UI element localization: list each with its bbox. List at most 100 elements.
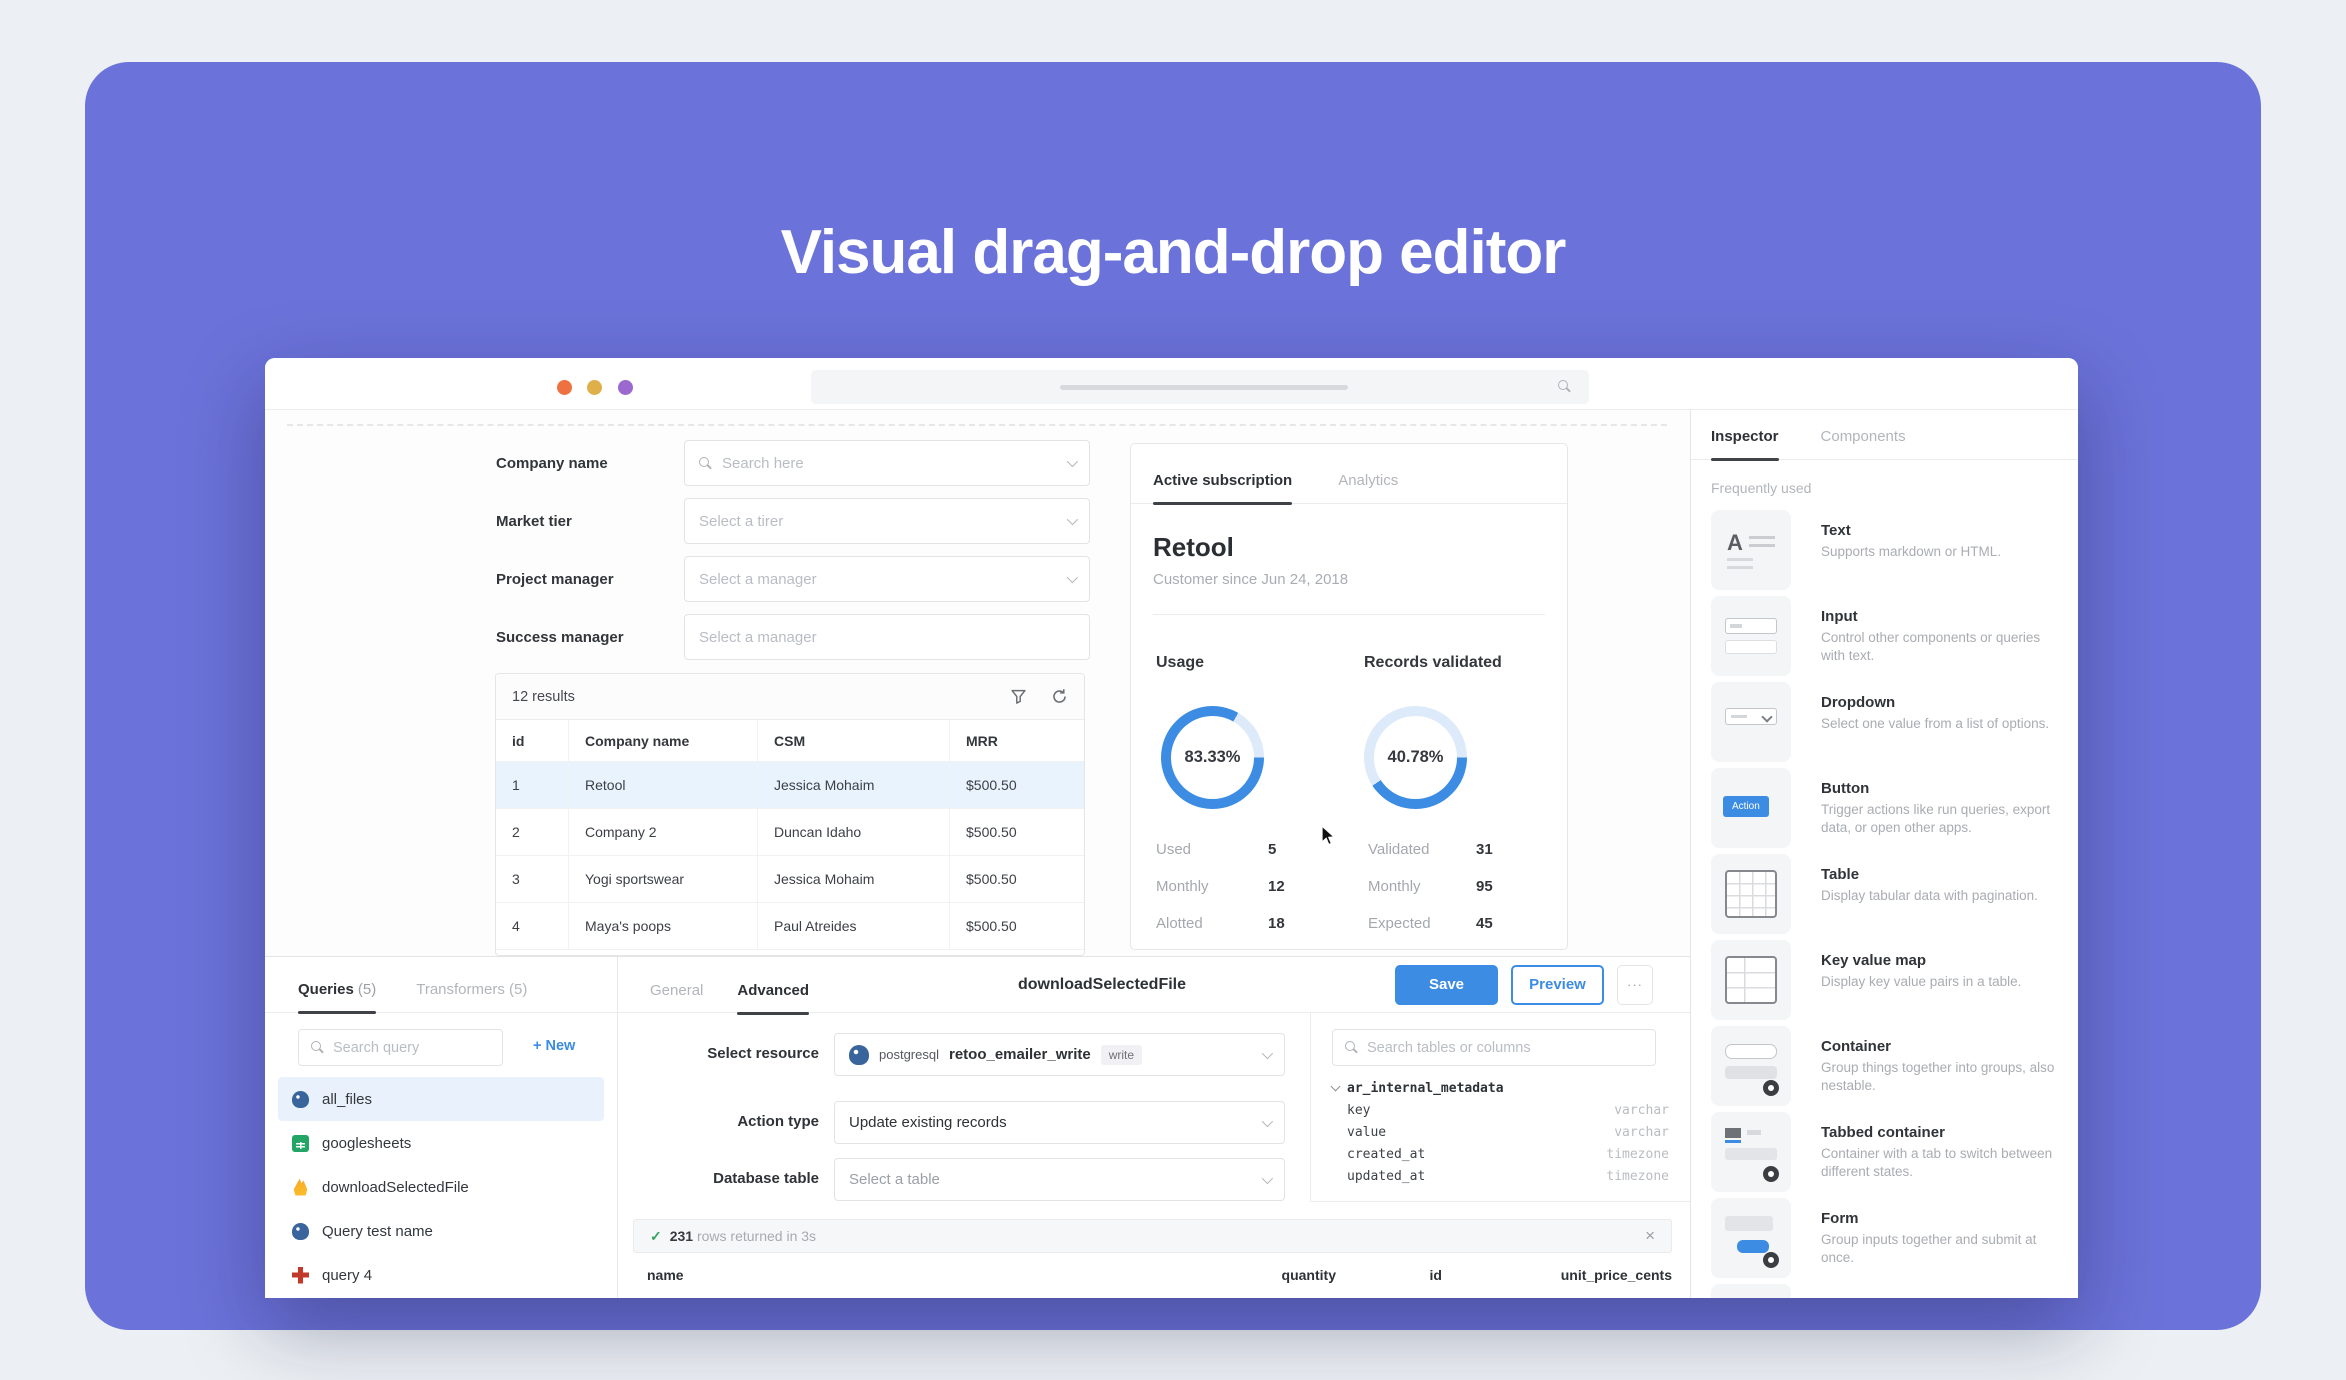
component-name: Table [1821, 866, 1860, 883]
component-list-item[interactable]: Tabbed container Container with a tab to… [1711, 1112, 2064, 1192]
table-row[interactable]: 2 Company 2 Duncan Idaho $500.50 [496, 809, 1084, 856]
component-list-item[interactable]: Text Supports markdown or HTML. [1711, 510, 2064, 590]
query-list-item[interactable]: Query test name [278, 1209, 604, 1253]
field-input[interactable]: Search here [684, 440, 1090, 486]
table-column-header[interactable]: CSM [758, 720, 950, 762]
component-list-item[interactable]: Key value map Display key value pairs in… [1711, 940, 2064, 1020]
field-placeholder: Select a manager [699, 628, 817, 646]
new-query-button[interactable]: + New [533, 1038, 576, 1054]
component-icon [1711, 940, 1791, 1020]
tab-advanced[interactable]: Advanced [737, 963, 809, 1015]
schema-column[interactable]: value varchar [1332, 1121, 1669, 1143]
companies-table: 12 results id Company name CSM MRR [495, 673, 1085, 956]
tab-inspector[interactable]: Inspector [1711, 413, 1779, 461]
schema-table-node[interactable]: ar_internal_metadata [1330, 1077, 1669, 1099]
cell-id: 2 [496, 809, 569, 856]
records-donut-chart: 40.78% [1364, 706, 1467, 809]
database-table-select[interactable]: Select a table [834, 1158, 1285, 1201]
column-type: varchar [1614, 1102, 1669, 1118]
preview-button[interactable]: Preview [1511, 964, 1604, 1005]
component-name: Button [1821, 780, 1870, 797]
tab-analytics[interactable]: Analytics [1338, 472, 1399, 489]
component-list-item[interactable]: Form Group inputs together and submit at… [1711, 1198, 2064, 1278]
editor-tabs: General Advanced [618, 957, 809, 1015]
schema-column[interactable]: created_at timezone [1332, 1143, 1669, 1165]
cell-company: Retool [569, 762, 758, 809]
component-icon [1711, 1284, 1791, 1298]
column-type: varchar [1614, 1124, 1669, 1140]
table-header-row: id Company name CSM MRR [496, 720, 1084, 762]
table-column-header[interactable]: Company name [569, 720, 758, 762]
table-row[interactable]: 4 Maya's poops Paul Atreides $500.50 [496, 903, 1084, 950]
inspector-panel: Inspector Components Frequently used Tex… [1690, 410, 2078, 1298]
chevron-down-icon [1066, 513, 1079, 526]
tab-queries[interactable]: Queries (5) [298, 981, 377, 1014]
table-row[interactable]: 1 Retool Jessica Mohaim $500.50 [496, 762, 1084, 809]
resource-select[interactable]: postgresql retoo_emailer_write write [834, 1033, 1285, 1076]
field-input[interactable]: Select a tirer [684, 498, 1090, 544]
schema-search-input[interactable]: Search tables or columns [1332, 1029, 1656, 1066]
field-input[interactable]: Select a manager [684, 556, 1090, 602]
schema-column[interactable]: updated_at timezone [1332, 1165, 1669, 1187]
customer-card: Active subscription Analytics Retool Cus… [1130, 443, 1568, 950]
window-minimize-button[interactable] [587, 380, 602, 395]
component-description: Control other components or queries with… [1821, 630, 2041, 663]
address-bar[interactable] [811, 370, 1589, 404]
save-button[interactable]: Save [1395, 964, 1498, 1005]
browser-chrome [265, 358, 2078, 410]
query-list-item[interactable]: query 4 [278, 1253, 604, 1297]
stat-value: 95 [1476, 878, 1493, 895]
cell-company: Company 2 [569, 809, 758, 856]
query-name: all_files [322, 1090, 373, 1108]
table-column-header[interactable]: id [496, 720, 569, 762]
component-list-item[interactable]: Action Button Trigger actions like run q… [1711, 768, 2064, 848]
tab-components[interactable]: Components [1820, 428, 1906, 445]
tab-active-subscription[interactable]: Active subscription [1153, 472, 1293, 505]
inspector-tabs: Inspector Components [1691, 410, 2078, 461]
tab-general[interactable]: General [650, 982, 704, 999]
results-column-header[interactable]: quantity [1281, 1267, 1336, 1283]
customer-since: Customer since Jun 24, 2018 [1153, 571, 1349, 588]
results-column-header[interactable]: unit_price_cents [1560, 1267, 1672, 1283]
filter-icon[interactable] [1010, 688, 1027, 705]
query-list-item[interactable]: downloadSelectedFile [278, 1165, 604, 1209]
editor-canvas: Company name Search here Market tier Sel… [265, 410, 1690, 956]
component-list-item[interactable]: Input Control other components or querie… [1711, 596, 2064, 676]
schema-column[interactable]: key varchar [1332, 1099, 1669, 1121]
query-resource-icon [292, 1222, 309, 1240]
component-list-item[interactable]: Dropdown Select one value from a list of… [1711, 682, 2064, 762]
query-panel: Queries (5) Transformers (5) Search query… [265, 956, 1690, 1298]
query-search-input[interactable]: Search query [298, 1029, 503, 1066]
address-placeholder-line [1060, 385, 1348, 390]
column-type: timezone [1606, 1168, 1669, 1184]
more-options-button[interactable]: ··· [1617, 964, 1653, 1005]
table-column-header[interactable]: MRR [950, 720, 1084, 762]
stat-label: Used [1156, 841, 1192, 858]
search-icon [311, 1041, 324, 1054]
query-list-item[interactable]: all_files [278, 1077, 604, 1121]
component-description: Group things together into groups, also … [1821, 1060, 2055, 1093]
component-list-item[interactable]: Table Display tabular data with paginati… [1711, 854, 2064, 934]
filter-form-row: Company name Search here [265, 440, 1090, 486]
action-type-select[interactable]: Update existing records [834, 1101, 1285, 1144]
postgresql-icon [849, 1044, 869, 1065]
table-toolbar: 12 results [496, 674, 1084, 720]
query-editor-header: General Advanced downloadSelectedFile Sa… [618, 957, 1690, 1015]
component-icon [1711, 1198, 1791, 1278]
query-list-item[interactable]: googlesheets [278, 1121, 604, 1165]
component-list-item-partial[interactable] [1711, 1284, 2064, 1298]
field-input[interactable]: Select a manager [684, 614, 1090, 660]
resource-vendor: postgresql [879, 1047, 939, 1062]
results-column-header[interactable]: id [1429, 1267, 1442, 1283]
table-row[interactable]: 3 Yogi sportswear Jessica Mohaim $500.50 [496, 856, 1084, 903]
window-zoom-button[interactable] [618, 380, 633, 395]
results-column-header[interactable]: name [647, 1267, 684, 1283]
tab-transformers[interactable]: Transformers (5) [416, 981, 528, 998]
stat-value: 31 [1476, 841, 1493, 858]
window-close-button[interactable] [557, 380, 572, 395]
refresh-icon[interactable] [1051, 688, 1068, 705]
close-icon[interactable]: × [1645, 1226, 1655, 1245]
usage-label: Usage [1156, 654, 1205, 671]
component-list-item[interactable]: Container Group things together into gro… [1711, 1026, 2064, 1106]
